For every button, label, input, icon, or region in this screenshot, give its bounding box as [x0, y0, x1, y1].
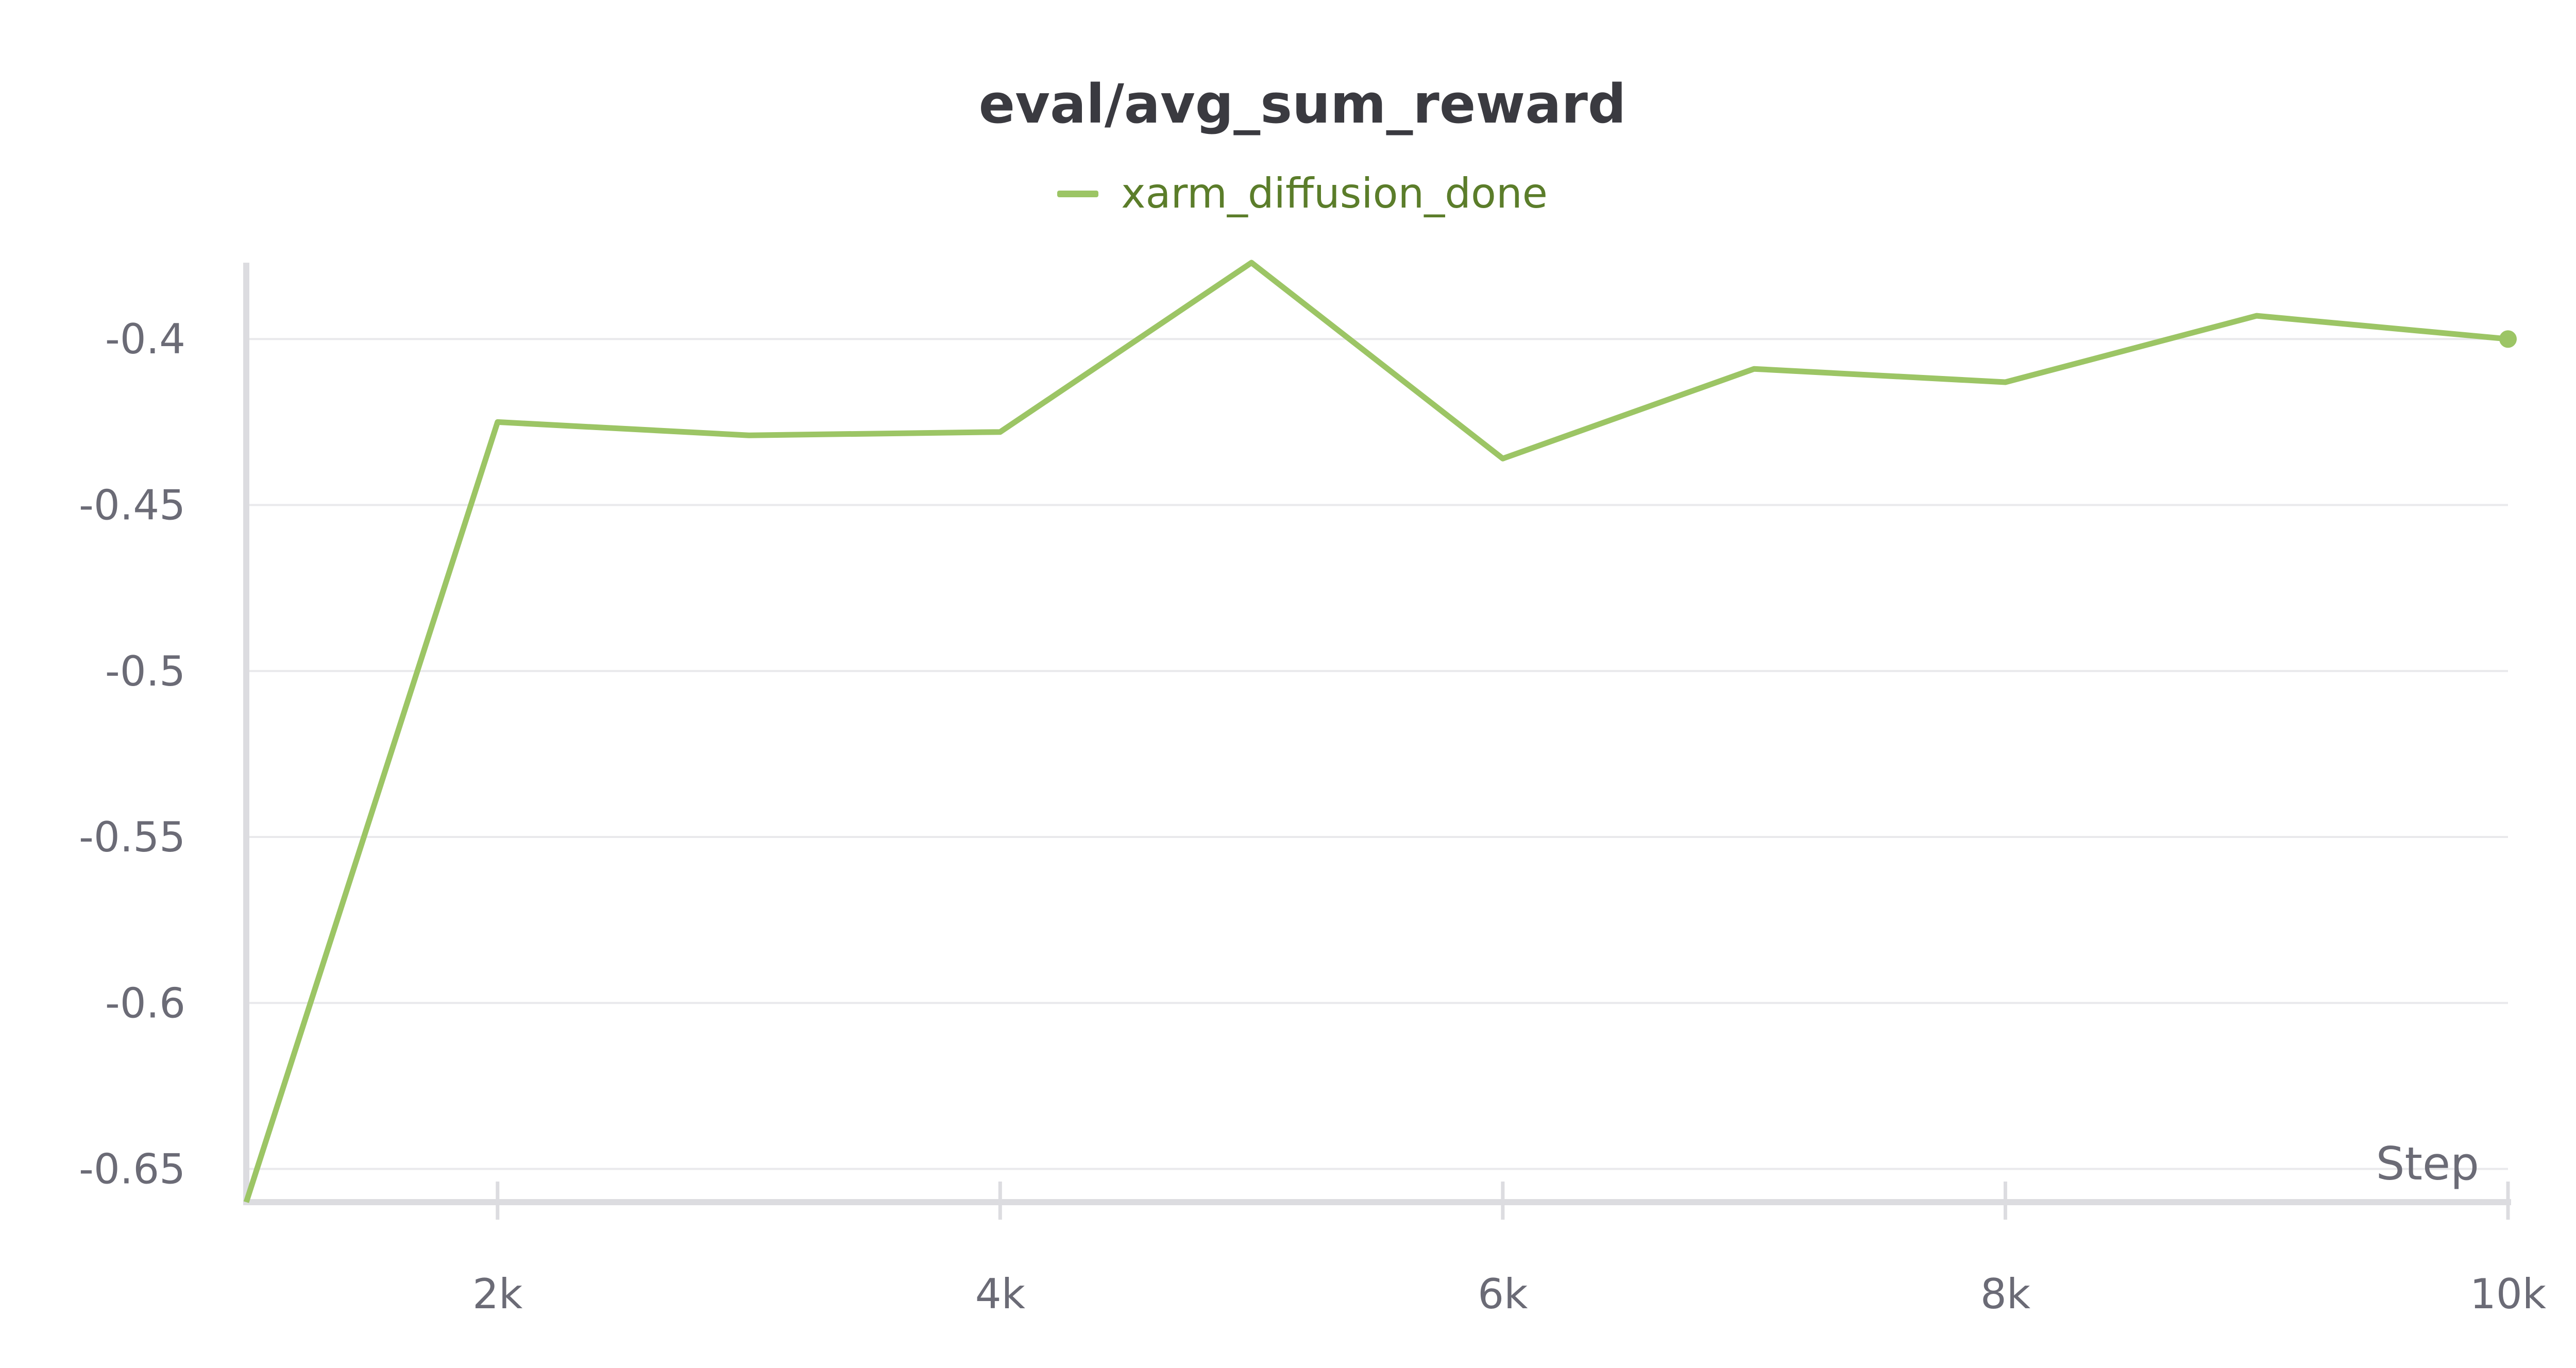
series-layer: [243, 260, 2517, 1203]
y-tick-label: -0.45: [79, 482, 185, 529]
x-tick-label: 8k: [1980, 1270, 2031, 1318]
x-tick-label: 4k: [975, 1270, 1026, 1318]
y-tick-labels: -0.65 -0.6 -0.55 -0.5 -0.45 -0.4: [79, 315, 185, 1193]
legend-label-xarm-diffusion-done: xarm_diffusion_done: [1121, 169, 1548, 217]
legend[interactable]: xarm_diffusion_done: [0, 173, 2576, 214]
grid-lines: [246, 338, 2508, 1170]
x-tick-label: 2k: [472, 1270, 523, 1318]
series-end-point: [2499, 330, 2517, 348]
chart-title: eval/avg_sum_reward: [978, 73, 1626, 135]
legend-swatch-xarm-diffusion-done: [1057, 190, 1099, 197]
axes: [243, 263, 2511, 1220]
x-tick-labels: 2k 4k 6k 8k 10k: [472, 1270, 2547, 1318]
y-tick-label: -0.6: [105, 979, 185, 1027]
x-tick-label: 6k: [1478, 1270, 1528, 1318]
y-tick-label: -0.55: [79, 813, 185, 861]
y-tick-label: -0.4: [105, 315, 185, 363]
x-axis-label: Step: [2376, 1137, 2479, 1190]
x-tick-label: 10k: [2470, 1270, 2547, 1318]
y-tick-label: -0.5: [105, 647, 185, 695]
y-tick-label: -0.65: [79, 1145, 185, 1193]
series-line-xarm-diffusion-done: [243, 260, 2509, 1203]
